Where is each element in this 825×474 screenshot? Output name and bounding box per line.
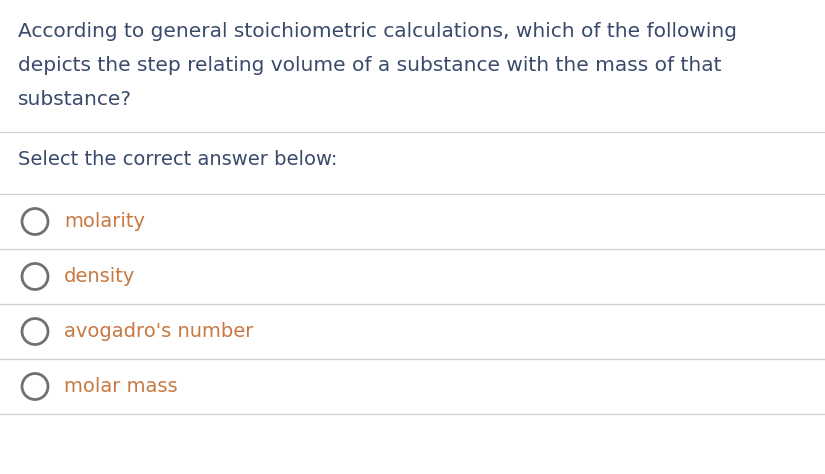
Text: According to general stoichiometric calculations, which of the following: According to general stoichiometric calc… — [18, 22, 737, 41]
Text: substance?: substance? — [18, 90, 132, 109]
Text: molarity: molarity — [64, 212, 145, 231]
Text: depicts the step relating volume of a substance with the mass of that: depicts the step relating volume of a su… — [18, 56, 722, 75]
Text: avogadro's number: avogadro's number — [64, 322, 253, 341]
Text: density: density — [64, 267, 135, 286]
Text: Select the correct answer below:: Select the correct answer below: — [18, 150, 337, 169]
Text: molar mass: molar mass — [64, 377, 177, 396]
